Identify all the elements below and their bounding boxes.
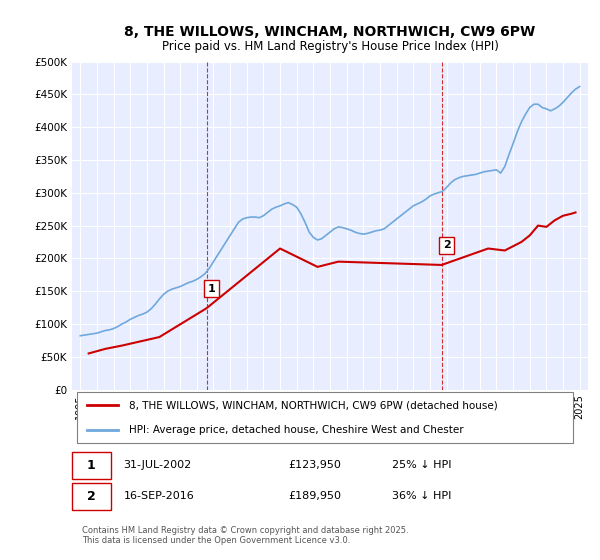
Text: Price paid vs. HM Land Registry's House Price Index (HPI): Price paid vs. HM Land Registry's House … bbox=[161, 40, 499, 53]
Text: HPI: Average price, detached house, Cheshire West and Chester: HPI: Average price, detached house, Ches… bbox=[129, 425, 463, 435]
Text: 8, THE WILLOWS, WINCHAM, NORTHWICH, CW9 6PW: 8, THE WILLOWS, WINCHAM, NORTHWICH, CW9 … bbox=[124, 25, 536, 39]
Text: 36% ↓ HPI: 36% ↓ HPI bbox=[392, 491, 451, 501]
Text: 8, THE WILLOWS, WINCHAM, NORTHWICH, CW9 6PW (detached house): 8, THE WILLOWS, WINCHAM, NORTHWICH, CW9 … bbox=[129, 400, 497, 410]
Text: 2: 2 bbox=[87, 490, 95, 503]
Text: 25% ↓ HPI: 25% ↓ HPI bbox=[392, 460, 451, 470]
FancyBboxPatch shape bbox=[72, 483, 110, 510]
Text: £123,950: £123,950 bbox=[289, 460, 341, 470]
Text: 2: 2 bbox=[443, 240, 451, 250]
Text: 1: 1 bbox=[87, 459, 95, 472]
Text: 1: 1 bbox=[208, 283, 215, 293]
Text: 16-SEP-2016: 16-SEP-2016 bbox=[124, 491, 194, 501]
FancyBboxPatch shape bbox=[77, 393, 572, 443]
Text: £189,950: £189,950 bbox=[289, 491, 342, 501]
Text: Contains HM Land Registry data © Crown copyright and database right 2025.
This d: Contains HM Land Registry data © Crown c… bbox=[82, 526, 409, 545]
Text: 31-JUL-2002: 31-JUL-2002 bbox=[124, 460, 192, 470]
FancyBboxPatch shape bbox=[72, 452, 110, 479]
